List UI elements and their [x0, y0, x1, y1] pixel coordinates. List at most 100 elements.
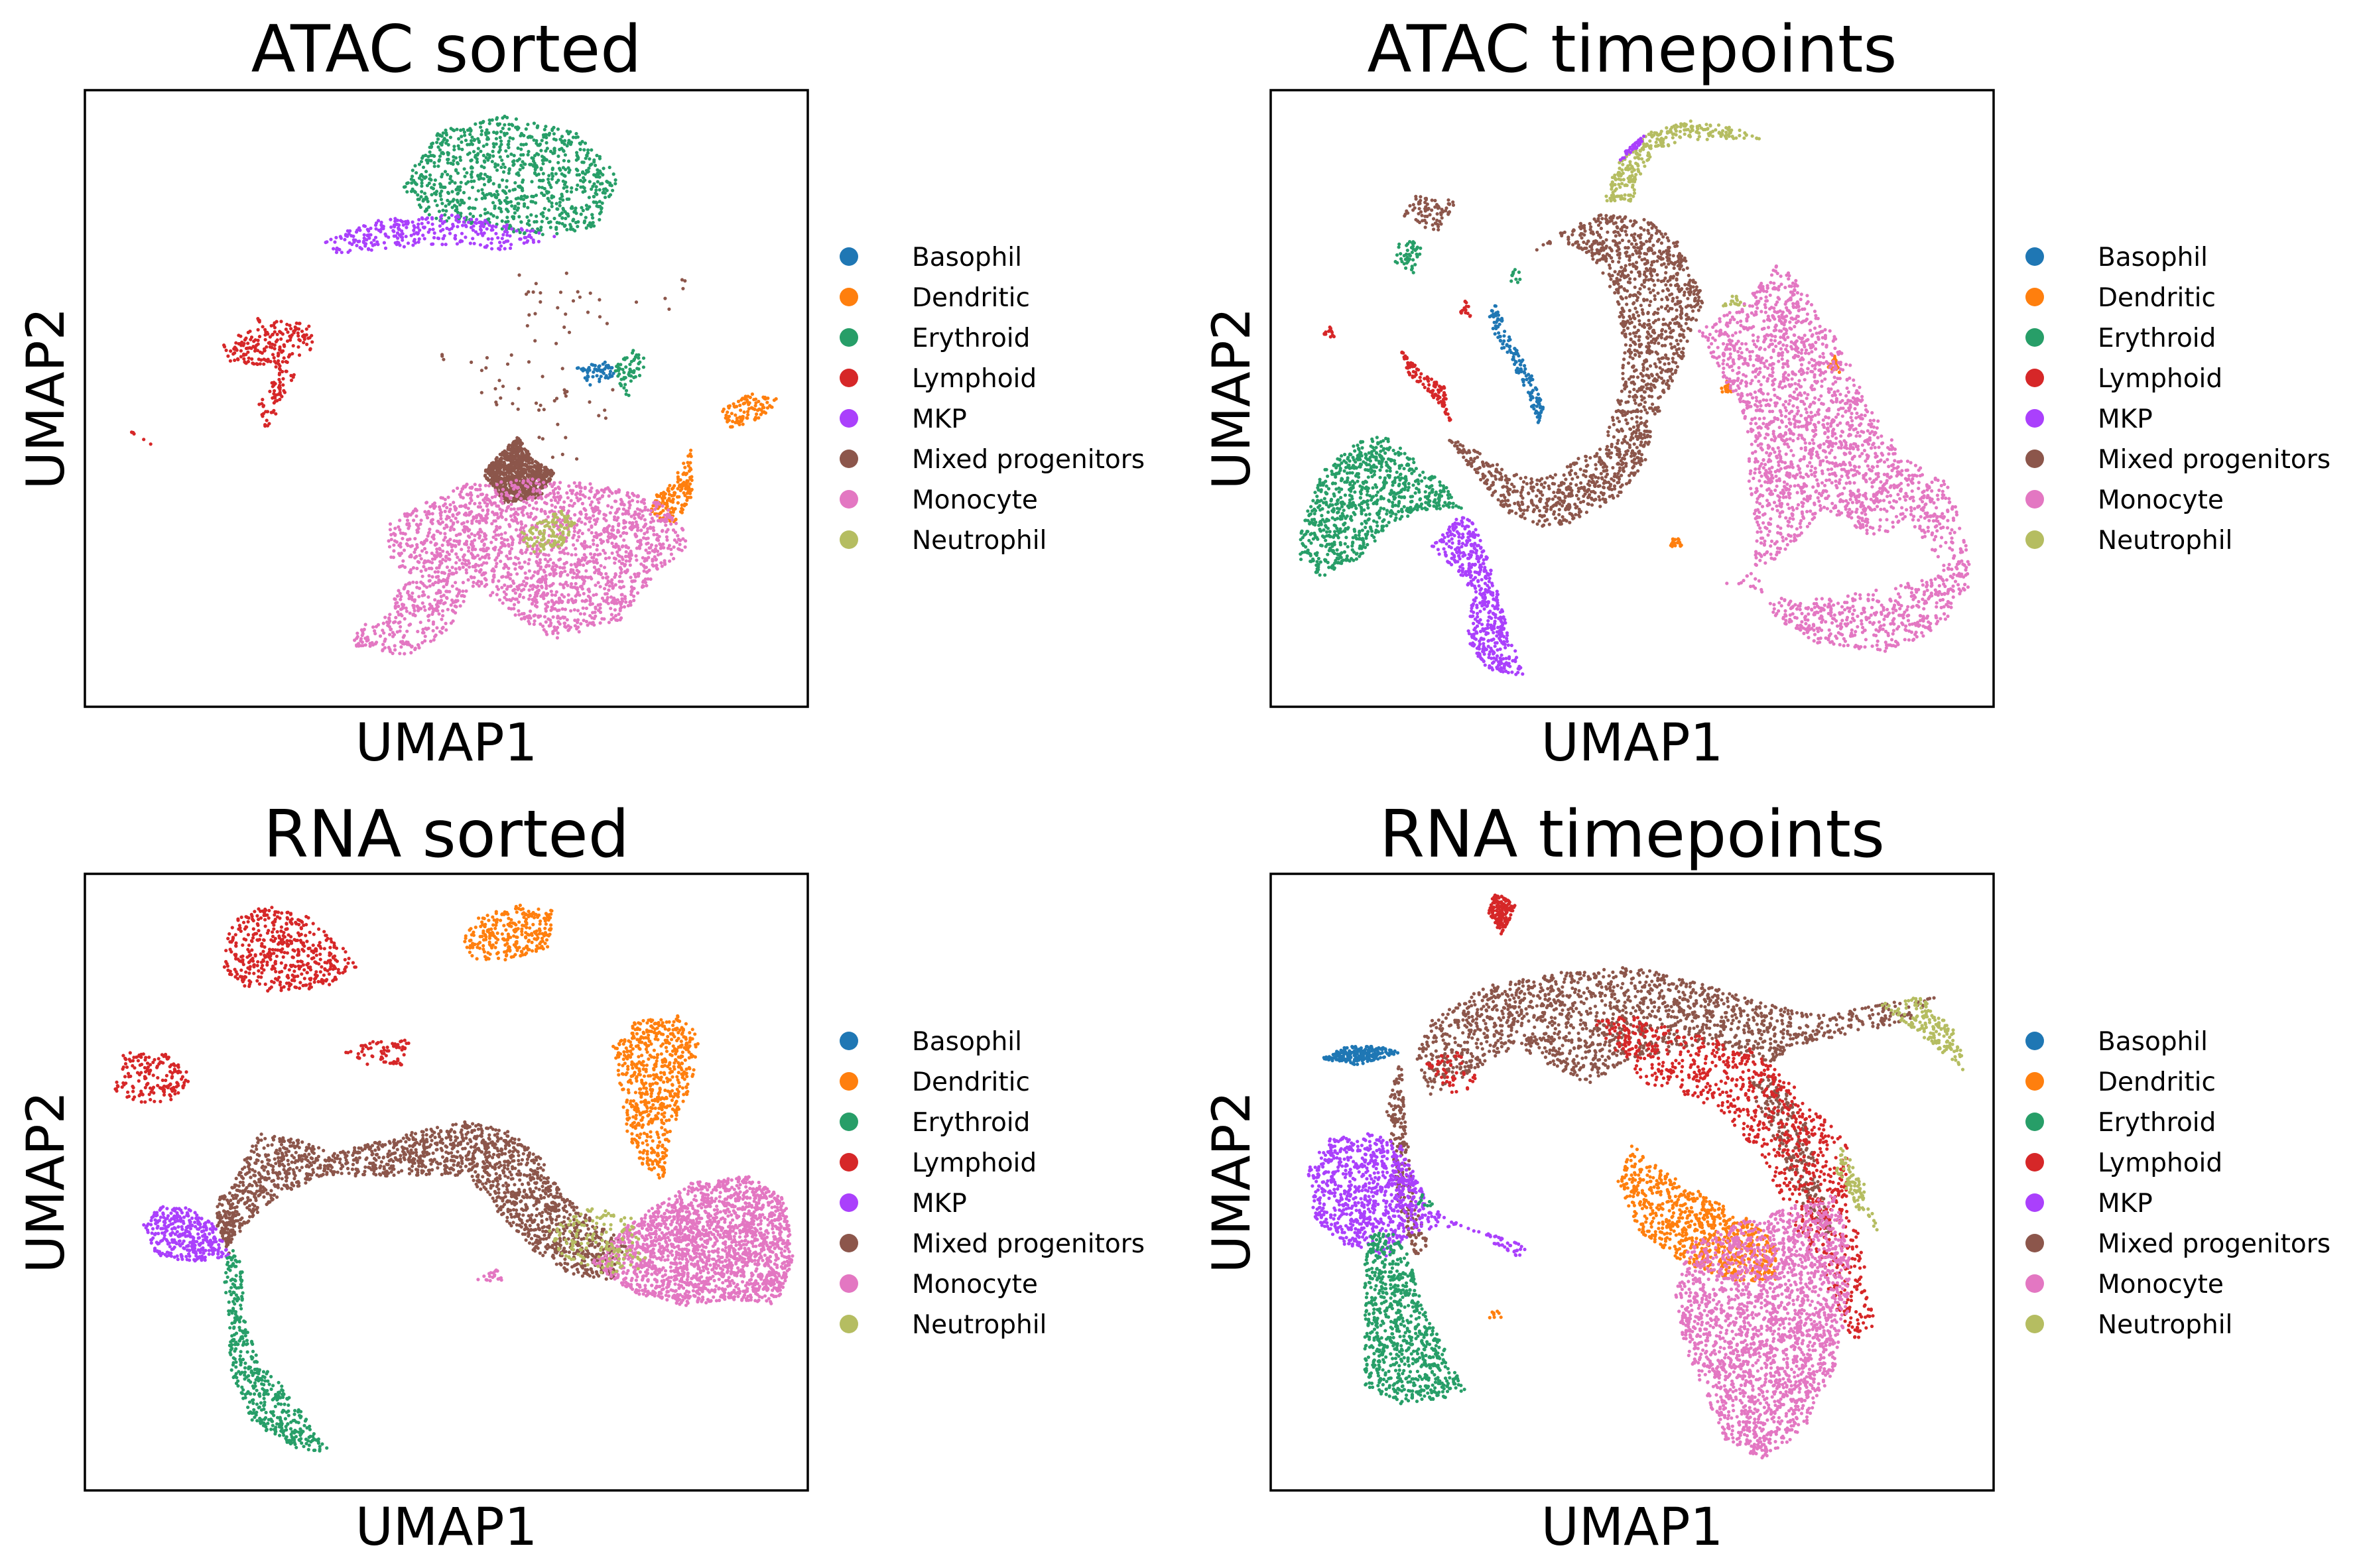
- point: [498, 526, 501, 529]
- point: [550, 509, 554, 513]
- point: [395, 601, 399, 604]
- point: [522, 143, 525, 147]
- point: [582, 160, 586, 164]
- point: [495, 403, 498, 406]
- point: [446, 199, 449, 202]
- point: [591, 216, 594, 219]
- point: [552, 126, 555, 129]
- point: [454, 611, 457, 615]
- point: [509, 584, 513, 587]
- point: [274, 382, 277, 385]
- point: [352, 235, 355, 238]
- point: [499, 560, 502, 563]
- point: [503, 190, 506, 193]
- point: [388, 613, 391, 616]
- point: [554, 342, 558, 345]
- point: [635, 535, 638, 538]
- point: [503, 471, 507, 475]
- point: [522, 198, 525, 201]
- point: [478, 501, 481, 505]
- point: [604, 487, 607, 491]
- point: [570, 553, 573, 556]
- point: [286, 330, 289, 333]
- point: [399, 598, 402, 601]
- point: [532, 574, 535, 577]
- point: [555, 590, 558, 593]
- point: [594, 531, 598, 534]
- point: [503, 538, 506, 542]
- point: [592, 200, 596, 204]
- point: [375, 640, 378, 644]
- point: [733, 404, 736, 408]
- point: [289, 327, 292, 330]
- point: [435, 134, 438, 137]
- point: [650, 543, 653, 546]
- point: [434, 178, 437, 182]
- point: [590, 531, 594, 534]
- point: [600, 532, 603, 536]
- point: [507, 127, 511, 131]
- point: [367, 233, 371, 237]
- point: [275, 340, 278, 343]
- point: [535, 215, 538, 218]
- point: [483, 183, 486, 186]
- point: [412, 613, 415, 616]
- point: [255, 362, 258, 365]
- point: [501, 237, 504, 240]
- point: [610, 578, 613, 581]
- point: [610, 506, 613, 509]
- point: [510, 547, 513, 550]
- point: [545, 494, 548, 497]
- point: [600, 375, 603, 378]
- point: [728, 415, 731, 418]
- point: [556, 221, 559, 224]
- point: [505, 493, 508, 497]
- point: [525, 450, 528, 453]
- point: [545, 141, 548, 145]
- point: [678, 543, 682, 546]
- point: [588, 205, 591, 208]
- point: [438, 555, 442, 558]
- point: [399, 640, 403, 644]
- point: [388, 545, 391, 548]
- point: [303, 335, 306, 339]
- point: [520, 471, 523, 474]
- point: [485, 227, 489, 231]
- point: [549, 543, 552, 546]
- point: [557, 540, 560, 544]
- point: [577, 558, 580, 561]
- point: [479, 214, 482, 217]
- point: [510, 518, 513, 522]
- point: [637, 362, 640, 365]
- point: [560, 216, 564, 219]
- point: [655, 544, 658, 548]
- point: [480, 530, 483, 534]
- point: [564, 581, 568, 584]
- legend-label: Erythroid: [912, 324, 1030, 353]
- point: [586, 310, 590, 314]
- point: [428, 151, 432, 154]
- point: [422, 590, 425, 593]
- point: [242, 357, 245, 361]
- point: [535, 402, 538, 405]
- point: [527, 235, 531, 238]
- point: [249, 347, 253, 350]
- point: [651, 558, 654, 561]
- point: [518, 455, 521, 458]
- point: [511, 164, 515, 167]
- point: [577, 519, 580, 522]
- point: [478, 558, 481, 561]
- point: [533, 595, 537, 599]
- point: [596, 374, 599, 377]
- legend-marker: [840, 288, 858, 306]
- point: [464, 225, 468, 228]
- point: [568, 168, 571, 172]
- point: [505, 179, 509, 182]
- point: [399, 595, 403, 598]
- point: [584, 487, 587, 490]
- point: [466, 493, 470, 497]
- point: [636, 494, 639, 497]
- point: [552, 217, 556, 220]
- point: [565, 228, 568, 231]
- point: [454, 545, 457, 548]
